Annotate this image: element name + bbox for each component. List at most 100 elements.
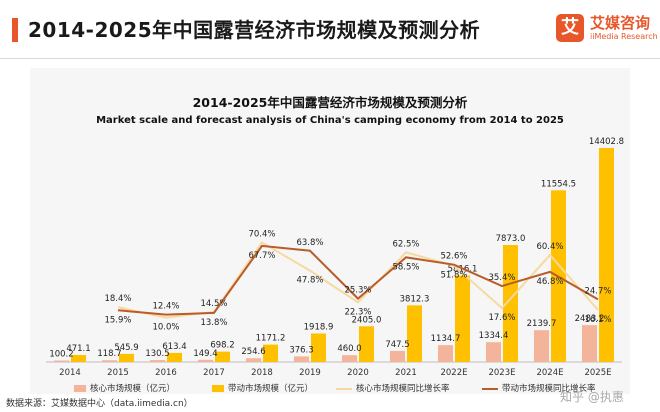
core-value-label: 460.0 [337,344,361,354]
title-accent-bar [12,18,18,42]
core-bar [342,355,357,362]
legend-driven-line: 带动市场规模同比增长率 [482,382,596,394]
driven-rate-label: 24.7% [584,286,611,296]
driven-rate-label: 35.4% [488,273,515,283]
watermark: 知乎 @执惠 [560,390,624,404]
legend-core-bar: 核心市场规模（亿元） [74,382,175,394]
core-rate-label: 60.4% [536,242,563,252]
core-bar [54,360,69,362]
driven-value-label: 471.1 [66,344,90,354]
header-divider [0,58,660,59]
core-value-label: 254.6 [241,347,265,357]
core-rate-label: 14.5% [200,299,227,309]
driven-value-label: 3812.3 [400,294,430,304]
driven-value-label: 5816.1 [448,265,478,275]
data-source-note: 数据来源：艾媒数据中心（data.iimedia.cn） [6,399,193,409]
core-bar [198,359,213,362]
core-rate-label: 62.5% [392,239,419,249]
core-value-label: 376.3 [289,345,313,355]
core-bar [582,325,597,362]
driven-rate-label: 63.8% [296,238,323,248]
driven-bar [455,275,470,362]
core-value-label: 149.4 [193,349,217,359]
core-value-label: 747.5 [385,340,409,350]
core-rate-label: 10.0% [152,323,179,333]
driven-bar [263,344,278,362]
legend-label: 核心市场规模（亿元） [90,384,176,394]
core-value-label: 1134.7 [431,334,461,344]
x-tick-label: 2025E [584,368,611,378]
legend-swatch-core-line [336,387,352,390]
driven-bar [359,326,374,362]
page-title: 2014-2025年中国露营经济市场规模及预测分析 [28,18,481,42]
core-bar [294,356,309,362]
driven-value-label: 545.9 [114,343,138,353]
driven-bar [71,355,86,362]
logo-text-en: iiMedia Research [590,32,658,41]
core-value-label: 118.7 [97,349,121,359]
driven-rate-label: 52.6% [440,252,467,262]
driven-rate-label: 13.8% [200,318,227,328]
x-tick-label: 2020 [347,368,369,378]
legend-swatch-driven-line [482,387,498,390]
driven-bar [119,353,134,362]
chart-subtitle: Market scale and forecast analysis of Ch… [96,115,564,126]
legend-label: 带动市场规模同比增长率 [502,384,596,394]
x-tick-label: 2014 [59,368,81,378]
driven-value-label: 2405.0 [352,315,382,325]
chart-panel: 2014-2025年中国露营经济市场规模及预测分析 Market scale a… [30,68,630,394]
legend-label: 核心市场规模同比增长率 [356,384,450,394]
logo-mark-icon: 艾 [556,14,584,42]
core-value-label: 1334.4 [479,331,509,341]
core-value-label: 2483.2 [575,314,605,324]
driven-rate-label: 58.5% [392,262,419,272]
driven-value-label: 7873.0 [496,234,526,244]
driven-value-label: 698.2 [210,341,234,351]
page-header: 2014-2025年中国露营经济市场规模及预测分析 艾 艾媒咨询 iiMedia… [0,0,660,62]
chart-legend: 核心市场规模（亿元） 带动市场规模（亿元） 核心市场规模同比增长率 带动市场规模… [30,382,630,396]
x-tick-label: 2018 [251,368,273,378]
core-rate-label: 22.3% [344,307,371,317]
x-tick-label: 2023E [488,368,515,378]
driven-value-label: 1171.2 [256,334,286,344]
legend-label: 带动市场规模（亿元） [228,384,314,394]
core-rate-label: 70.4% [248,230,275,240]
logo-text-cn: 艾媒咨询 [590,14,651,32]
x-tick-label: 2021 [395,368,417,378]
core-value-label: 2139.7 [527,319,557,329]
core-bar [438,345,453,362]
x-tick-label: 2015 [107,368,129,378]
driven-rate-label: 46.8% [536,277,563,287]
core-bar [390,350,405,362]
iimedia-logo: 艾 艾媒咨询 iiMedia Research [556,10,658,50]
core-bar [150,360,165,362]
driven-bar [503,245,518,362]
driven-value-label: 11554.5 [541,179,576,189]
driven-rate-label: 67.7% [248,251,275,261]
driven-growth-line [117,244,599,316]
legend-swatch-core [74,385,86,392]
driven-rate-label: 25.3% [344,286,371,296]
legend-core-line: 核心市场规模同比增长率 [336,382,450,394]
driven-value-label: 14402.8 [589,137,624,147]
driven-bar [311,333,326,362]
x-tick-label: 2022E [440,368,467,378]
core-value-label: 130.5 [145,349,169,359]
core-bar [246,358,261,362]
core-rate-label: 16.1% [584,315,611,325]
legend-swatch-driven [212,385,224,392]
driven-bar [167,352,182,362]
core-rate-label: 47.8% [296,276,323,286]
driven-value-label: 1918.9 [304,322,334,332]
core-rate-label: 17.6% [488,313,515,323]
driven-value-label: 613.4 [162,342,186,352]
core-value-label: 100.2 [49,350,73,360]
driven-rate-label: 12.4% [152,302,179,312]
core-bar [486,342,501,362]
x-tick-label: 2017 [203,368,225,378]
driven-bar [407,305,422,362]
core-rate-label: 51.8% [440,271,467,281]
chart-title: 2014-2025年中国露营经济市场规模及预测分析 [192,95,468,110]
core-bar [534,330,549,362]
